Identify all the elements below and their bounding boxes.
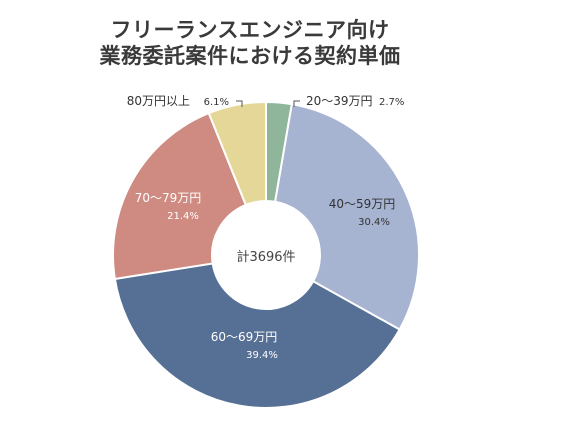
chart-title-line2: 業務委託案件における契約単価	[99, 44, 401, 68]
slice-label-40-59: 40〜59万円	[329, 197, 396, 211]
center-total-label: 計3696件	[236, 249, 295, 265]
leader-line-20-39	[293, 100, 300, 107]
slice-percent-80plus: 6.1%	[204, 97, 229, 108]
slice-label-80plus: 80万円以上	[127, 94, 190, 108]
slice-percent-40-59: 30.4%	[358, 217, 390, 228]
slice-percent-70-79: 21.4%	[167, 211, 199, 222]
slice-percent-60-69: 39.4%	[246, 350, 278, 361]
slice-label-20-39: 20〜39万円	[306, 94, 373, 108]
donut-hole	[212, 201, 320, 309]
leader-line-80plus	[236, 100, 243, 107]
slice-label-70-79: 70〜79万円	[135, 191, 202, 205]
slice-percent-20-39: 2.7%	[379, 97, 404, 108]
chart-title-line1: フリーランスエンジニア向け	[110, 18, 390, 42]
slice-label-60-69: 60〜69万円	[211, 330, 278, 344]
